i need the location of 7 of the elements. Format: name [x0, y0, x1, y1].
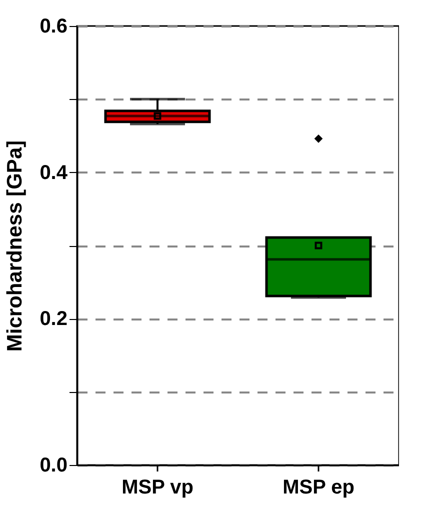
y-axis-title: Microhardness [GPa] [4, 140, 27, 352]
y-tick-label: 0.2 [40, 308, 68, 330]
y-tick-label: 0.0 [40, 454, 68, 476]
x-tick-label: MSP ep [282, 476, 354, 498]
y-tick-label: 0.4 [40, 162, 68, 184]
y-tick-label: 0.6 [40, 16, 68, 38]
x-tick-label: MSP vp [122, 476, 194, 498]
